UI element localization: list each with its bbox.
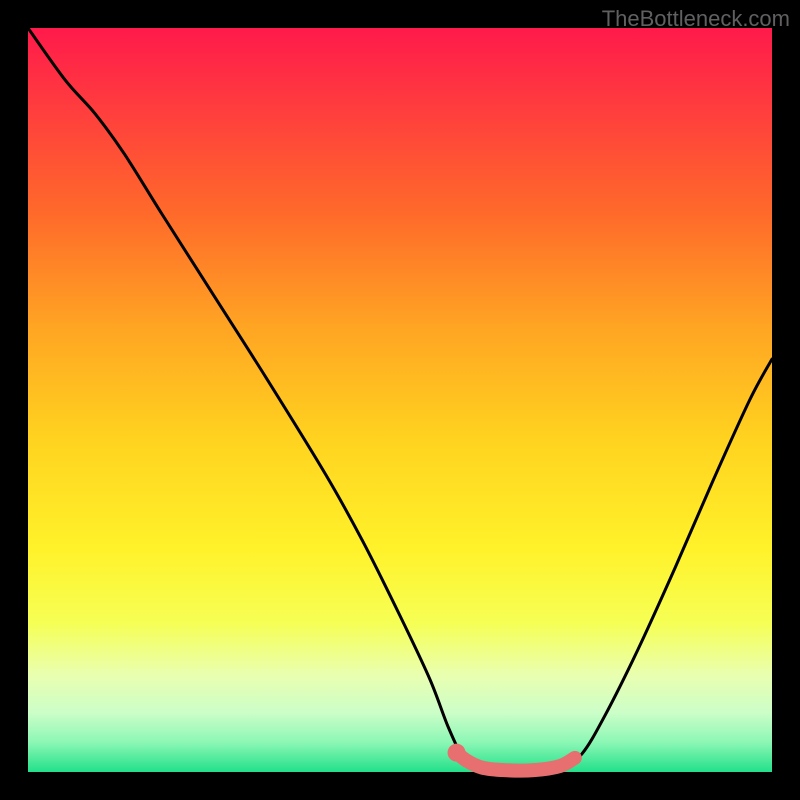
chart-frame: TheBottleneck.com	[0, 0, 800, 800]
gradient-background	[28, 28, 772, 772]
watermark-text: TheBottleneck.com	[602, 6, 790, 32]
bottleneck-chart	[0, 0, 800, 800]
optimal-range-start-marker	[448, 744, 466, 762]
